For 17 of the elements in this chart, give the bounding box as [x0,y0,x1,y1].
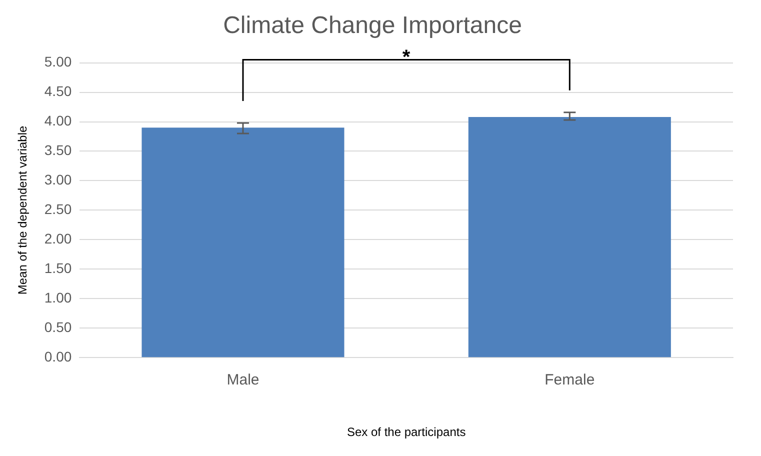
annotation: * [402,46,410,68]
x-tick-label: Female [544,372,595,389]
y-tick-label: 0.50 [44,318,72,335]
y-tick-label: 3.00 [44,172,72,188]
y-tick-label: 2.50 [44,201,72,218]
y-tick-label: 0.00 [44,348,72,364]
y-tick-label: 2.00 [44,230,72,247]
x-axis-title: Sex of the participants [346,425,466,440]
y-axis-title: Mean of the dependent variable [16,125,30,295]
y-tick-label: 4.50 [44,83,72,100]
y-tick-label: 1.00 [44,290,72,306]
y-tick-label: 5.00 [44,54,72,70]
x-tick-label: Male [226,372,260,389]
chart-title: Climate Change Importance [223,12,522,40]
y-tick-label: 3.50 [44,142,72,158]
y-tick-label: 1.50 [44,260,72,276]
y-tick-label: 4.00 [44,112,72,129]
